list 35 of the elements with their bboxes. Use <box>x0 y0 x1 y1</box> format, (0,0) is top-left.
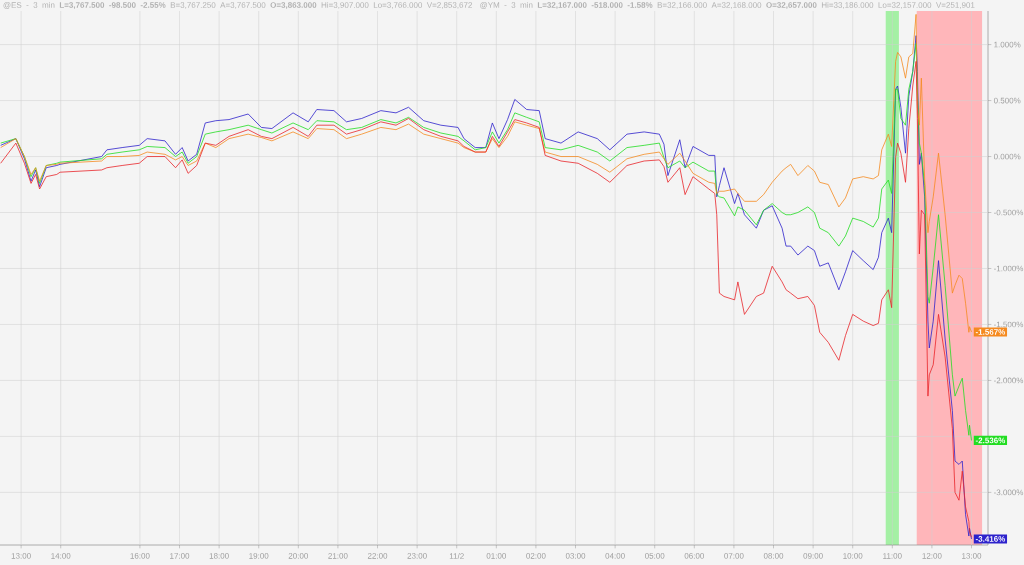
y-tick-label: 0.500% <box>993 97 1021 104</box>
x-tick-label: 02:00 <box>526 553 546 559</box>
y-tick-label: -1.500% <box>993 321 1024 328</box>
data-label: -2.536% <box>975 437 1006 444</box>
x-tick-label: 01:00 <box>486 553 507 559</box>
x-tick-label: 19:00 <box>249 553 269 559</box>
x-tick-label: 11/2 <box>449 553 464 559</box>
x-tick-label: 14:00 <box>51 553 71 559</box>
x-tick-label: 05:00 <box>645 553 665 559</box>
y-tick-label: -3.000% <box>993 489 1024 496</box>
data-label: -1.567% <box>975 329 1006 335</box>
x-tick-label: 17:00 <box>170 553 190 559</box>
data-label: -3.416% <box>975 536 1006 542</box>
x-tick-label: 16:00 <box>130 553 150 559</box>
x-tick-label: 06:00 <box>684 553 705 559</box>
y-tick-label: -0.500% <box>993 209 1024 216</box>
x-tick-label: 11:00 <box>883 553 902 559</box>
y-tick-label: 0.000% <box>993 153 1021 160</box>
y-tick-label: -1.000% <box>993 265 1024 272</box>
x-tick-label: 13:00 <box>11 553 31 559</box>
x-tick-label: 03:00 <box>565 553 586 559</box>
x-tick-label: 18:00 <box>209 553 229 559</box>
y-tick-label: -2.000% <box>993 377 1024 384</box>
x-tick-label: 21:00 <box>328 553 348 559</box>
x-tick-label: 07:00 <box>724 553 744 559</box>
y-tick-label: 1.000% <box>994 41 1021 48</box>
x-tick-label: 20:00 <box>288 553 309 559</box>
x-tick-label: 23:00 <box>407 553 427 559</box>
x-tick-label: 08:00 <box>763 553 784 559</box>
x-tick-label: 12:00 <box>922 553 942 559</box>
x-tick-label: 10:00 <box>843 553 863 559</box>
x-tick-label: 13:00 <box>962 553 982 559</box>
x-tick-label: 04:00 <box>605 553 625 559</box>
x-tick-label: 09:00 <box>803 553 823 559</box>
x-tick-label: 22:00 <box>367 553 388 559</box>
